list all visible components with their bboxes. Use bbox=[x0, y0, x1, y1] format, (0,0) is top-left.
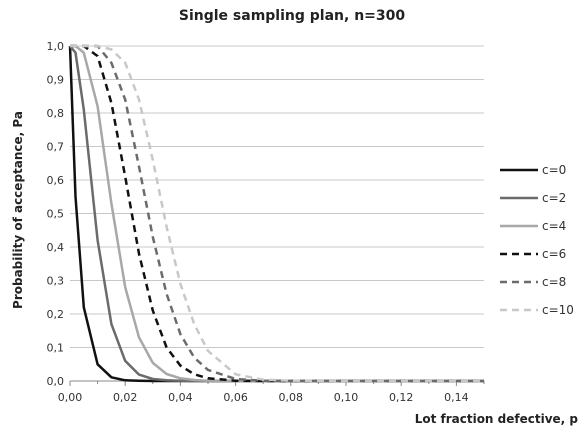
grid-lines bbox=[70, 45, 484, 382]
series-line-c-6 bbox=[70, 44, 484, 383]
y-tick-label: 0,1 bbox=[47, 342, 65, 355]
x-tick-label: 0,04 bbox=[168, 391, 193, 404]
x-axis-label: Lot fraction defective, p bbox=[414, 412, 578, 426]
y-tick-label: 0,2 bbox=[47, 308, 65, 321]
x-tick-label: 0,10 bbox=[334, 391, 359, 404]
legend: c=0 c=2 c=4 c=6 c=8 c=10 bbox=[500, 163, 574, 317]
y-tick-label: 0,4 bbox=[47, 241, 65, 254]
y-tick-label: 0,7 bbox=[47, 141, 65, 154]
y-tick-label: 0,0 bbox=[47, 375, 65, 388]
y-tick-label: 1,0 bbox=[47, 40, 65, 53]
y-tick-label: 0,3 bbox=[47, 275, 65, 288]
series-lines bbox=[68, 44, 484, 383]
legend-label: c=2 bbox=[542, 191, 566, 205]
series-line-c-10 bbox=[70, 44, 484, 383]
legend-label: c=4 bbox=[542, 219, 566, 233]
legend-label: c=0 bbox=[542, 163, 566, 177]
legend-label: c=8 bbox=[542, 275, 566, 289]
x-tick-label: 0,00 bbox=[58, 391, 83, 404]
legend-label: c=6 bbox=[542, 247, 566, 261]
y-tick-labels: 0,0 0,1 0,2 0,3 0,4 0,5 0,6 0,7 0,8 0,9 1,0 bbox=[47, 40, 65, 388]
x-tick-label: 0,02 bbox=[113, 391, 138, 404]
x-tick-labels: 0,00 0,02 0,04 0,06 0,08 0,10 0,12 0,14 bbox=[58, 391, 469, 404]
y-tick-label: 0,5 bbox=[47, 208, 65, 221]
x-tick-label: 0,14 bbox=[444, 391, 469, 404]
x-tick-label: 0,06 bbox=[223, 391, 248, 404]
y-tick-label: 0,6 bbox=[47, 174, 65, 187]
chart-title: Single sampling plan, n=300 bbox=[178, 8, 406, 24]
y-tick-label: 0,8 bbox=[47, 107, 65, 120]
legend-label: c=10 bbox=[542, 303, 574, 317]
y-tick-label: 0,9 bbox=[47, 74, 65, 87]
x-tick-label: 0,12 bbox=[389, 391, 414, 404]
x-tick-label: 0,08 bbox=[279, 391, 304, 404]
